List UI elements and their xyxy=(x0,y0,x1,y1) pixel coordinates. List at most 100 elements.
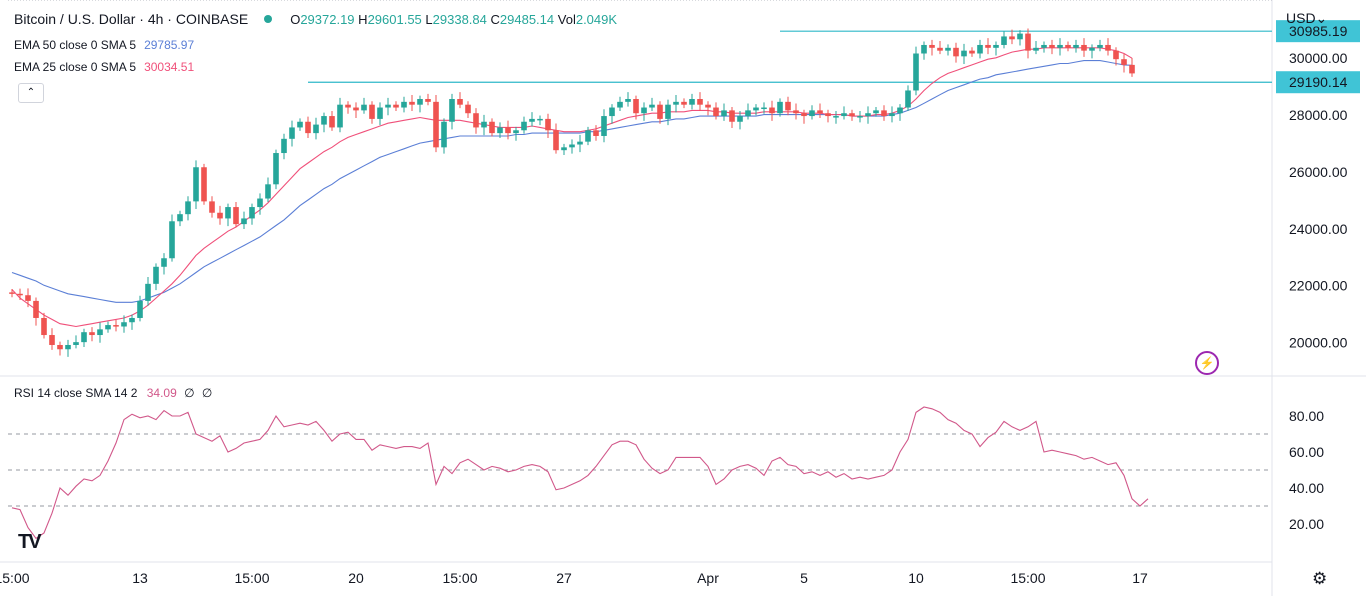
candle xyxy=(857,116,863,118)
candle xyxy=(481,121,487,128)
candle xyxy=(905,90,911,108)
candle xyxy=(233,207,239,225)
volume-value: 2.049K xyxy=(575,11,618,27)
candle xyxy=(873,110,879,114)
ema50-legend[interactable]: EMA 50 close 0 SMA 5 29785.97 xyxy=(14,38,194,52)
resistance-price-label: 30985.19 xyxy=(1289,23,1348,39)
candle xyxy=(945,47,951,51)
candle xyxy=(849,113,855,117)
candle xyxy=(105,325,111,330)
flash-icon[interactable]: ⚡ xyxy=(1195,351,1219,375)
market-status-dot xyxy=(264,15,273,23)
candle xyxy=(1121,59,1127,65)
low-label: L xyxy=(425,11,433,27)
price-tick-label: 26000.00 xyxy=(1289,164,1348,180)
ema50-line xyxy=(11,60,1133,303)
candle xyxy=(977,44,983,54)
candle xyxy=(473,113,479,128)
candle xyxy=(841,113,847,117)
candle xyxy=(713,107,719,117)
rsi-tick-label: 20.00 xyxy=(1289,516,1324,532)
candle xyxy=(681,101,687,105)
tradingview-logo-icon[interactable]: TV xyxy=(18,531,42,553)
rsi-extra-1: ∅ xyxy=(184,386,195,400)
candle xyxy=(273,153,279,185)
candle xyxy=(441,121,447,148)
candle xyxy=(689,99,695,105)
candle xyxy=(793,110,799,114)
ema25-value: 30034.51 xyxy=(144,60,195,74)
candle xyxy=(641,107,647,114)
candle xyxy=(401,101,407,108)
candle xyxy=(345,104,351,108)
candle xyxy=(57,344,63,350)
candle xyxy=(1001,36,1007,45)
rsi-line xyxy=(11,406,1149,540)
candle xyxy=(753,107,759,111)
gear-icon[interactable]: ⚙ xyxy=(1312,569,1328,588)
candle xyxy=(1089,47,1095,51)
candle xyxy=(201,167,207,202)
candle xyxy=(553,130,559,151)
candle xyxy=(17,293,23,296)
candle xyxy=(369,104,375,119)
candle xyxy=(113,325,119,327)
candle xyxy=(289,127,295,139)
support-price-label-bg xyxy=(1276,71,1360,94)
candle xyxy=(81,332,87,343)
price-tick-label: 22000.00 xyxy=(1289,278,1348,294)
high-value: 29601.55 xyxy=(367,11,422,27)
close-label: C xyxy=(490,11,500,27)
ema25-legend[interactable]: EMA 25 close 0 SMA 5 30034.51 xyxy=(14,60,194,74)
candle xyxy=(625,99,631,102)
price-tick-label: 30000.00 xyxy=(1289,50,1348,66)
candle xyxy=(249,207,255,219)
candle xyxy=(593,130,599,136)
time-tick-label: 15:00 xyxy=(234,570,269,586)
candle xyxy=(177,214,183,222)
candle xyxy=(137,300,143,318)
candle xyxy=(281,138,287,154)
candle xyxy=(697,99,703,105)
candle xyxy=(769,107,775,114)
candle xyxy=(97,329,103,336)
candle xyxy=(9,292,15,294)
candle xyxy=(881,110,887,117)
candle xyxy=(609,107,615,117)
time-tick-label: 27 xyxy=(556,570,572,586)
candle xyxy=(129,317,135,323)
rsi-legend[interactable]: RSI 14 close SMA 14 2 34.09 ∅ ∅ xyxy=(14,386,212,400)
candle xyxy=(569,144,575,148)
candle xyxy=(937,47,943,51)
open-value: 29372.19 xyxy=(300,11,355,27)
candle xyxy=(497,127,503,134)
time-tick-label: 13 xyxy=(132,570,148,586)
high-label: H xyxy=(358,11,368,27)
candle xyxy=(1009,36,1015,40)
candle xyxy=(425,99,431,102)
close-value: 29485.14 xyxy=(499,11,555,27)
candle xyxy=(921,44,927,54)
candle xyxy=(969,50,975,54)
candle xyxy=(673,101,679,105)
candle xyxy=(377,107,383,119)
candle xyxy=(657,104,663,119)
candle xyxy=(649,104,655,108)
candle xyxy=(897,107,903,114)
rsi-tick-label: 40.00 xyxy=(1289,480,1324,496)
candle xyxy=(1073,44,1079,48)
candle xyxy=(705,104,711,108)
candle xyxy=(33,300,39,318)
collapse-legend-button[interactable]: ⌃ xyxy=(18,83,44,103)
currency-selector[interactable]: USD⌄ xyxy=(1286,10,1328,26)
candle xyxy=(433,101,439,148)
candle xyxy=(1097,44,1103,48)
candle xyxy=(865,113,871,117)
candle xyxy=(209,201,215,213)
candle xyxy=(1025,33,1031,51)
candle xyxy=(161,258,167,267)
candle xyxy=(121,322,127,327)
candle xyxy=(729,110,735,122)
symbol-title[interactable]: Bitcoin / U.S. Dollar · 4h · COINBASE xyxy=(14,11,249,27)
